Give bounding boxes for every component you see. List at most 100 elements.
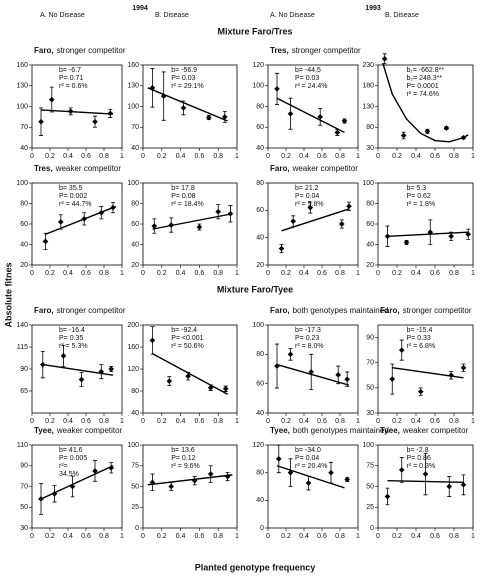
x-tick-label: 0.6 — [317, 153, 327, 160]
y-tick-label: 80 — [131, 200, 139, 207]
x-tick-label: 1 — [471, 418, 475, 425]
panel-title-name: Tyee, — [380, 426, 400, 435]
data-point — [151, 223, 158, 229]
data-point — [38, 496, 44, 502]
stat-annotation: b= 21.2 — [295, 185, 319, 192]
data-point — [341, 118, 348, 124]
y-tick-label: 50 — [366, 385, 374, 392]
y-tick-label: 30 — [366, 410, 374, 417]
fit-line — [152, 213, 233, 230]
data-point — [344, 376, 350, 383]
panel-title: Tyee, both genotypes maintained — [270, 426, 389, 435]
panel-title-name: Faro, — [34, 46, 54, 55]
y-tick-label: 60 — [256, 124, 264, 131]
x-tick-label: 0.2 — [157, 153, 167, 160]
panel-title-rest: stronger competitor — [292, 46, 361, 55]
stat-annotation: P= <0.001 — [171, 335, 203, 342]
x-tick-label: 0 — [376, 153, 380, 160]
data-point — [168, 222, 174, 228]
data-point — [427, 229, 434, 235]
plot-frame — [267, 324, 359, 414]
x-tick-label: 0.4 — [176, 270, 186, 277]
stat-annotation: r² = 18.4% — [171, 201, 204, 208]
x-tick-label: 0.4 — [411, 270, 421, 277]
y-tick-label: 75 — [366, 463, 374, 470]
data-point — [166, 378, 173, 384]
x-tick-label: 0.6 — [430, 533, 440, 540]
stat-annotation: P= 0.71 — [59, 75, 83, 82]
fit-line — [40, 109, 114, 115]
data-point — [40, 361, 46, 368]
stat-annotation: b= -34.0 — [295, 447, 321, 454]
stat-annotation: P= 0.33 — [407, 335, 431, 342]
data-point — [38, 118, 44, 125]
x-tick-label: 0.8 — [99, 418, 109, 425]
data-point — [398, 347, 405, 353]
x-tick-label: 0.6 — [430, 270, 440, 277]
x-tick-label: 0.2 — [157, 270, 167, 277]
x-tick-label: 1 — [356, 418, 360, 425]
data-point — [108, 366, 114, 372]
fit-line — [45, 205, 116, 235]
data-point — [417, 388, 424, 395]
data-point — [107, 110, 114, 117]
y-tick-label: 30 — [20, 525, 28, 532]
data-point — [403, 239, 410, 246]
y-tick-label: 30 — [366, 145, 374, 152]
x-tick-label: 0.8 — [213, 533, 223, 540]
data-point — [215, 208, 221, 215]
x-tick-label: 0.6 — [195, 270, 205, 277]
x-tick-label: 0.2 — [45, 418, 55, 425]
stat-annotation: r² = 0.6% — [59, 83, 88, 90]
x-tick-label: 0.2 — [281, 153, 291, 160]
fit-line — [276, 97, 345, 134]
x-tick-label: 0 — [376, 533, 380, 540]
y-tick-label: 40 — [256, 410, 264, 417]
data-point — [328, 469, 334, 476]
data-point — [222, 386, 229, 392]
x-tick-label: 0.6 — [317, 418, 327, 425]
stat-annotation: P= 0.03 — [171, 75, 195, 82]
x-tick-label: 0.4 — [299, 533, 309, 540]
x-tick-label: 0.8 — [449, 418, 459, 425]
panel-title: Tyee, weaker competitor — [380, 426, 469, 435]
section-title: Mixture Faro/Tyee — [217, 284, 293, 294]
stat-annotation: r² = 20.4% — [295, 463, 328, 470]
y-tick-label: 40 — [256, 235, 264, 242]
data-point — [92, 468, 98, 474]
y-tick-label: 80 — [366, 124, 374, 131]
x-tick-label: 0.2 — [157, 418, 167, 425]
stat-annotation: P= 0.005 — [59, 455, 87, 462]
x-tick-label: 0.4 — [299, 153, 309, 160]
x-tick-label: 0.8 — [449, 153, 459, 160]
y-tick-label: 115 — [17, 344, 28, 351]
y-tick-label: 100 — [127, 103, 139, 110]
y-tick-label: 75 — [131, 463, 139, 470]
stat-annotation: P= 0.35 — [59, 335, 83, 342]
data-point — [389, 376, 396, 382]
x-axis-label: Planted genotype frequency — [195, 562, 316, 572]
x-tick-label: 0.2 — [392, 418, 402, 425]
data-point — [346, 203, 352, 210]
stat-annotation: r² = 24.4% — [295, 83, 328, 90]
data-point — [422, 471, 429, 477]
stat-annotation: b= -15.4 — [407, 327, 433, 334]
data-point — [465, 231, 472, 238]
panel-title-rest: stronger competitor — [57, 46, 126, 55]
plot-frame — [267, 182, 359, 266]
x-tick-label: 0.4 — [63, 533, 73, 540]
stat-annotation: b= 13.6 — [171, 447, 195, 454]
x-tick-label: 0.8 — [99, 533, 109, 540]
y-tick-label: 20 — [256, 262, 264, 269]
y-tick-label: 40 — [256, 497, 264, 504]
y-tick-label: 100 — [16, 103, 28, 110]
x-tick-label: 1 — [356, 153, 360, 160]
data-point — [224, 473, 231, 480]
data-point — [334, 129, 341, 136]
y-tick-label: 100 — [252, 83, 264, 90]
y-tick-label: 25 — [131, 504, 139, 511]
y-tick-label: 160 — [127, 62, 139, 69]
stat-annotation: b₂= 248.3** — [407, 75, 443, 82]
y-tick-label: 70 — [131, 124, 139, 131]
